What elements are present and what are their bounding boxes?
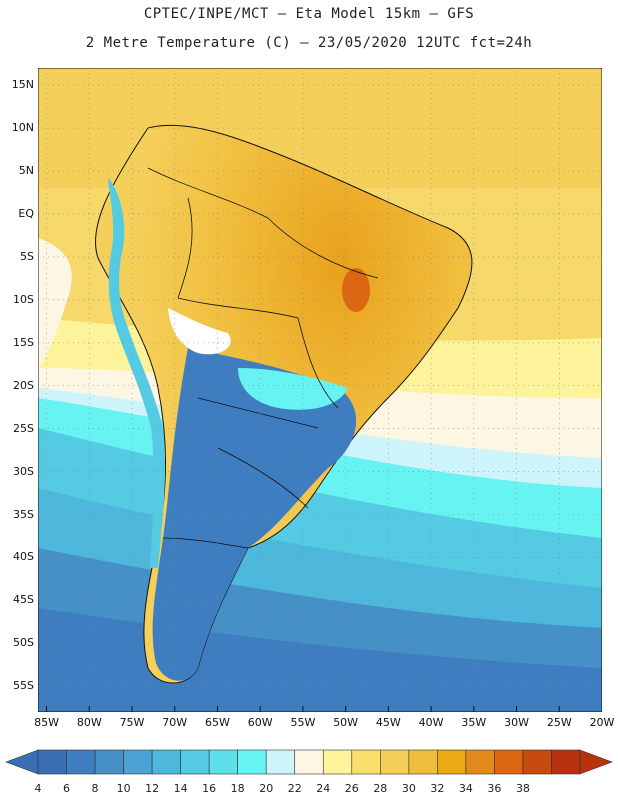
lat-label: 20S xyxy=(13,378,34,392)
lon-label: 30W xyxy=(504,716,529,729)
map-subtitle: 2 Metre Temperature (C) – 23/05/2020 12U… xyxy=(85,35,533,51)
colorbar-label: 12 xyxy=(145,782,160,795)
colorbar-label: 14 xyxy=(173,782,188,795)
colorbar-high-arrow xyxy=(579,749,613,775)
lat-label: 5N xyxy=(18,164,34,178)
border-line xyxy=(162,537,249,549)
colorbar-swatch xyxy=(294,749,324,775)
border-line xyxy=(147,167,269,219)
lon-label: 45W xyxy=(375,716,401,729)
border-line xyxy=(197,397,319,429)
lat-label: 15S xyxy=(13,335,34,349)
map-title: CPTEC/INPE/MCT – Eta Model 15km – GFS xyxy=(143,6,475,22)
colorbar-label: 24 xyxy=(316,782,331,795)
lat-label: 30S xyxy=(13,464,34,478)
colorbar xyxy=(5,749,613,775)
lat-label: 35S xyxy=(13,507,34,521)
country-borders xyxy=(147,167,379,549)
colorbar-label: 38 xyxy=(515,782,530,795)
lat-label: 45S xyxy=(13,593,34,607)
border-line xyxy=(267,217,379,279)
pacific-warm-tongue xyxy=(38,238,72,368)
colorbar-swatch xyxy=(180,749,210,775)
lat-label: 5S xyxy=(20,249,34,263)
colorbar-swatch xyxy=(237,749,267,775)
colorbar-swatch xyxy=(94,749,124,775)
border-line xyxy=(177,297,299,319)
colorbar-swatch xyxy=(465,749,495,775)
colorbar-swatch xyxy=(265,749,296,775)
colorbar-swatch xyxy=(408,749,438,775)
colorbar-swatch xyxy=(551,749,581,775)
lon-label: 60W xyxy=(247,716,273,729)
colorbar-label: 20 xyxy=(259,782,274,795)
colorbar-label: 36 xyxy=(487,782,502,795)
colorbar-label: 34 xyxy=(458,782,473,795)
temperature-map xyxy=(38,68,602,712)
andes-cold-strip xyxy=(108,178,166,568)
lon-label: 40W xyxy=(418,716,444,729)
colorbar-swatch xyxy=(208,749,238,775)
colorbar-label: 10 xyxy=(116,782,131,795)
border-line xyxy=(217,447,309,509)
colorbar-swatch xyxy=(494,749,524,775)
colorbar-swatch xyxy=(522,749,552,775)
colorbar-label: 22 xyxy=(287,782,302,795)
lon-label: 50W xyxy=(333,716,359,729)
lon-label: 70W xyxy=(162,716,188,729)
lat-label: EQ xyxy=(18,206,34,220)
lon-label: 65W xyxy=(205,716,230,729)
lat-label: 50S xyxy=(13,636,34,650)
colorbar-swatch xyxy=(37,749,67,775)
colorbar-swatch xyxy=(322,749,353,775)
lat-label: 10S xyxy=(13,292,34,306)
lat-label: 15N xyxy=(11,78,34,92)
border-line xyxy=(177,197,193,299)
colorbar-label: 6 xyxy=(63,782,71,795)
colorbar-label: 18 xyxy=(230,782,245,795)
lat-label: 10N xyxy=(11,121,34,135)
colorbar-swatch xyxy=(123,749,153,775)
colorbar-label: 32 xyxy=(430,782,445,795)
lon-label: 25W xyxy=(546,716,572,729)
colorbar-label: 30 xyxy=(401,782,416,795)
colorbar-label: 4 xyxy=(34,782,42,795)
lon-label: 75W xyxy=(119,716,145,729)
colorbar-label: 8 xyxy=(91,782,99,795)
colorbar-swatch xyxy=(380,749,410,775)
colorbar-swatch xyxy=(437,749,467,775)
lon-label: 85W xyxy=(34,716,59,729)
colorbar-low-arrow xyxy=(5,749,39,775)
chaco-cool-zone xyxy=(238,368,348,410)
colorbar-swatch xyxy=(351,749,381,775)
lon-label: 80W xyxy=(76,716,102,729)
border-line xyxy=(297,317,339,409)
cold-interior xyxy=(152,348,357,681)
colorbar-label: 16 xyxy=(202,782,217,795)
lat-label: 55S xyxy=(13,679,34,693)
brazil-hot-spot xyxy=(342,268,370,312)
graticule xyxy=(38,68,602,712)
colorbar-swatch xyxy=(66,749,96,775)
lon-label: 35W xyxy=(461,716,487,729)
colorbar-label: 28 xyxy=(373,782,388,795)
lat-label: 40S xyxy=(13,550,34,564)
colorbar-swatch xyxy=(151,749,181,775)
lat-label: 25S xyxy=(13,421,34,435)
lon-label: 20W xyxy=(589,716,615,729)
map-canvas xyxy=(38,68,602,712)
lon-label: 55W xyxy=(290,716,316,729)
colorbar-label: 26 xyxy=(344,782,359,795)
